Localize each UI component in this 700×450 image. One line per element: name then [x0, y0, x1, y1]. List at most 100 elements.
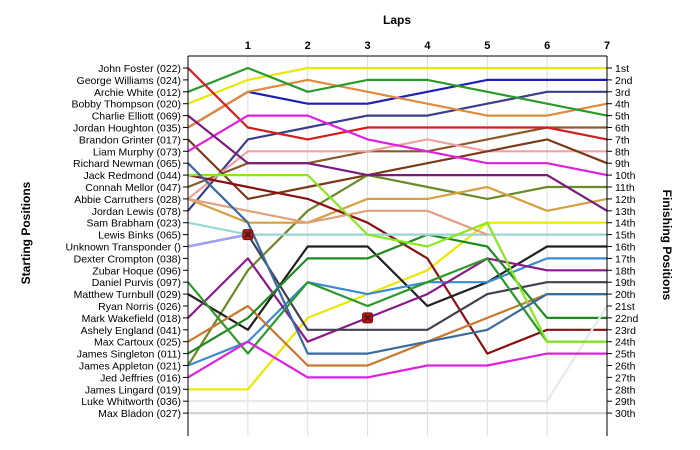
starting-driver-label: Liam Murphy (073)	[93, 146, 181, 158]
retired-marker	[242, 229, 254, 241]
driver-series-line	[187, 257, 607, 343]
finishing-position-label: 30th	[615, 408, 636, 420]
chart-title: Laps	[383, 13, 411, 27]
driver-series-line	[187, 257, 607, 355]
starting-driver-label: Lewis Binks (065)	[98, 230, 181, 242]
starting-driver-label: Matthew Turnbull (029)	[74, 289, 181, 301]
retired-marker-cross	[244, 231, 252, 239]
finishing-position-label: 14th	[615, 218, 636, 230]
right-axis-label: Finishing Positions	[660, 190, 674, 301]
driver-series-line	[187, 233, 607, 355]
x-tick-label: 7	[604, 40, 610, 52]
finishing-position-label: 13th	[615, 206, 636, 218]
driver-series-line	[187, 197, 488, 236]
starting-driver-label: Brandon Grinter (017)	[79, 134, 181, 146]
finishing-position-label: 18th	[615, 265, 636, 277]
finishing-position-label: 29th	[615, 396, 636, 408]
starting-driver-label: Jack Redmond (044)	[84, 170, 181, 182]
starting-driver-label: James Singleton (011)	[77, 349, 181, 361]
starting-driver-label: Bobby Thompson (020)	[71, 99, 181, 111]
left-axis-label: Starting Positions	[19, 181, 33, 284]
driver-series-line	[187, 293, 607, 367]
x-tick-label: 5	[484, 40, 490, 52]
driver-series-line	[187, 114, 608, 212]
starting-driver-label: Luke Whitworth (036)	[81, 396, 181, 408]
driver-series-line	[187, 174, 607, 367]
retired-markers	[242, 229, 374, 324]
retired-marker-cross	[364, 314, 372, 322]
finishing-position-label: 24th	[615, 337, 636, 349]
finishing-position-label: 6th	[615, 123, 630, 135]
driver-series-line	[187, 66, 607, 105]
driver-series-line	[187, 257, 607, 367]
x-tick-label: 3	[365, 40, 371, 52]
driver-series-line	[187, 233, 607, 331]
finishing-position-label: 7th	[615, 134, 630, 146]
x-ticks: 1 2 3 4 5 6 7	[245, 40, 610, 52]
starting-driver-label: George Williams (024)	[77, 75, 181, 87]
driver-series-line	[188, 221, 607, 391]
driver-series-line	[187, 114, 608, 177]
starting-driver-label: John Foster (022)	[98, 63, 181, 75]
starting-driver-label: Unknown Transponder ()	[65, 242, 181, 254]
driver-series-line	[187, 185, 608, 224]
starting-labels: John Foster (022)George Williams (024)Ar…	[65, 63, 188, 420]
finishing-position-label: 10th	[615, 170, 636, 182]
plot-frame	[187, 55, 608, 436]
finishing-position-label: 27th	[615, 372, 636, 384]
starting-driver-label: James Appleton (021)	[79, 361, 181, 373]
starting-driver-label: Dexter Crompton (038)	[74, 253, 181, 265]
finishing-position-label: 25th	[615, 349, 636, 361]
finishing-position-label: 4th	[615, 99, 630, 111]
starting-driver-label: Jordan Houghton (035)	[73, 123, 181, 135]
starting-driver-label: Sam Brabham (023)	[86, 218, 181, 230]
finishing-position-label: 20th	[615, 289, 636, 301]
finishing-position-label: 8th	[615, 146, 630, 158]
driver-series-line	[187, 67, 608, 141]
finishing-position-label: 3rd	[615, 87, 630, 99]
starting-driver-label: Connah Mellor (047)	[85, 182, 181, 194]
finishing-position-label: 12th	[615, 194, 636, 206]
finishing-position-label: 15th	[615, 230, 636, 242]
driver-series-line	[187, 138, 608, 200]
finishing-position-label: 19th	[615, 277, 636, 289]
starting-driver-label: Ryan Norris (026)	[98, 301, 181, 313]
finishing-position-label: 17th	[615, 253, 636, 265]
finishing-position-label: 11th	[615, 182, 635, 194]
driver-series-line	[187, 162, 607, 355]
starting-driver-label: Ashely England (041)	[81, 325, 181, 337]
finishing-position-label: 9th	[615, 158, 630, 170]
starting-driver-label: Charlie Elliott (069)	[92, 111, 181, 123]
starting-driver-label: Max Cartoux (025)	[94, 337, 181, 349]
finishing-position-label: 2nd	[615, 75, 633, 87]
starting-driver-label: Jordan Lewis (078)	[92, 206, 181, 218]
finishing-position-label: 28th	[615, 384, 636, 396]
driver-series-line	[187, 233, 249, 248]
starting-driver-label: Daniel Purvis (097)	[92, 277, 181, 289]
series-lines	[187, 66, 608, 415]
driver-series-line	[187, 90, 607, 212]
driver-series-line	[187, 221, 607, 236]
x-tick-label: 2	[305, 40, 311, 52]
driver-series-line	[187, 78, 608, 129]
finishing-position-label: 23rd	[615, 325, 636, 337]
driver-series-line	[187, 126, 607, 189]
finishing-position-label: 26th	[615, 361, 636, 373]
finishing-position-label: 1st	[615, 63, 629, 75]
starting-driver-label: Richard Newman (065)	[73, 158, 181, 170]
starting-driver-label: James Lingard (019)	[85, 384, 181, 396]
starting-driver-label: Mark Wakefield (018)	[82, 313, 181, 325]
driver-series-line	[187, 340, 607, 379]
starting-driver-label: Archie White (012)	[94, 87, 181, 99]
starting-driver-label: Max Bladon (027)	[98, 408, 181, 420]
finishing-position-label: 5th	[615, 111, 630, 123]
finishing-position-label: 21st	[615, 301, 635, 313]
finishing-labels: 1st2nd3rd4th5th6th7th8th9th10th11th12th1…	[607, 63, 639, 420]
driver-series-line	[187, 66, 608, 117]
finishing-position-label: 16th	[615, 242, 636, 254]
driver-series-line	[188, 305, 608, 403]
retired-marker	[362, 312, 374, 324]
starting-driver-label: Jed Jeffries (016)	[100, 372, 181, 384]
x-tick-label: 4	[424, 40, 431, 52]
